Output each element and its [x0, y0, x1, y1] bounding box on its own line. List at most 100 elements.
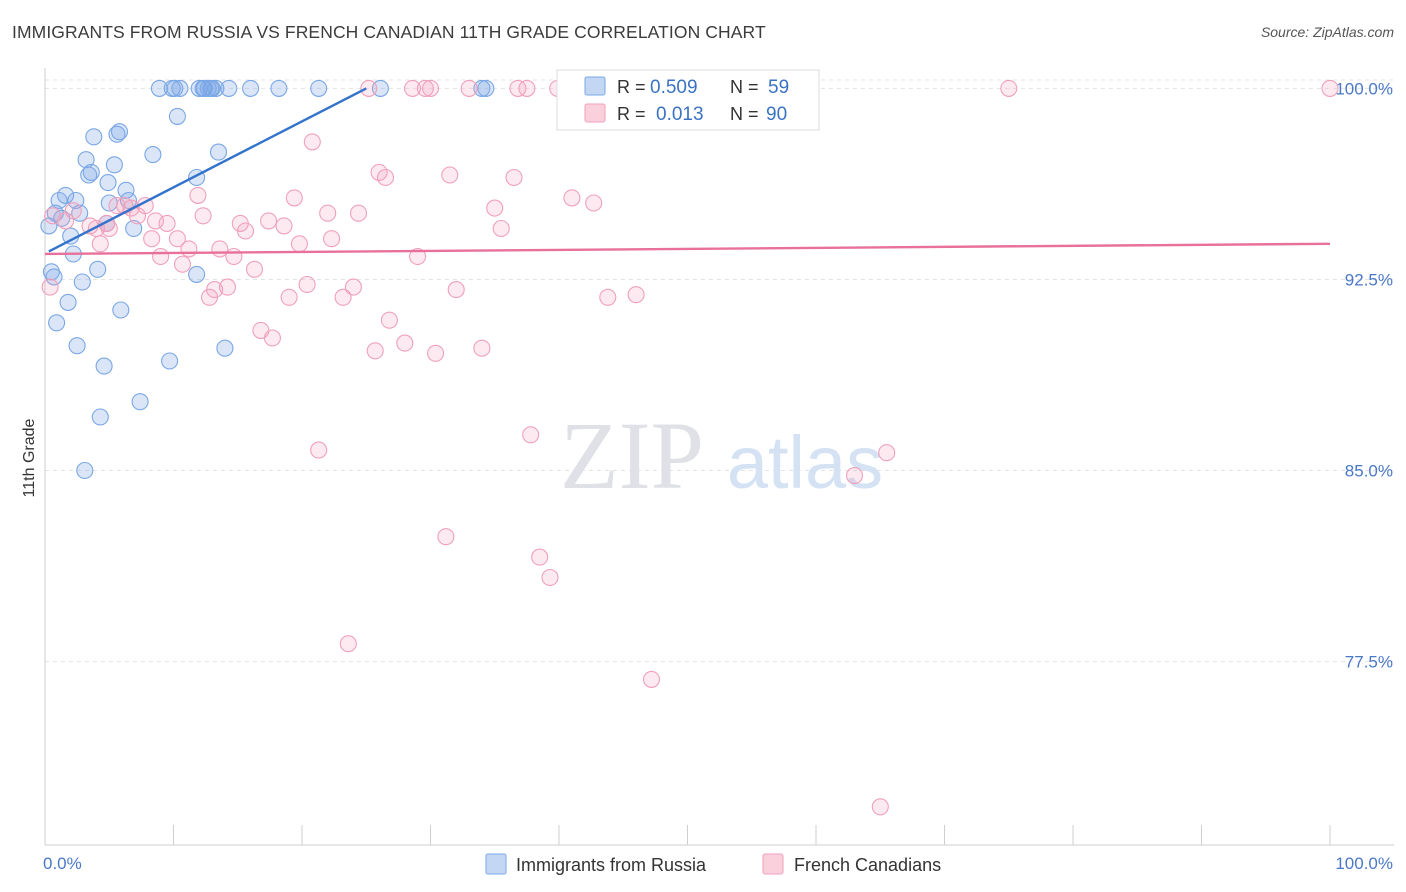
data-point	[68, 337, 86, 355]
data-point	[270, 79, 288, 97]
data-point	[477, 79, 495, 97]
data-point	[220, 79, 238, 97]
stats-box: R = 0.509 N = 59 R = 0.013 N = 90	[556, 69, 820, 131]
stats-r-label: R =	[617, 77, 646, 97]
chart-title: IMMIGRANTS FROM RUSSIA VS FRENCH CANADIA…	[12, 22, 766, 42]
data-point	[492, 219, 510, 238]
stats-n-value: 59	[768, 77, 789, 98]
data-point	[441, 166, 459, 184]
data-point	[310, 79, 328, 97]
data-point	[1000, 79, 1018, 97]
data-point	[150, 79, 168, 97]
legend-swatch-french-canadians	[762, 853, 784, 875]
data-point	[421, 79, 440, 97]
data-point	[95, 357, 113, 375]
data-point	[64, 202, 82, 220]
stats-r-value: 0.013	[656, 104, 704, 125]
data-point	[280, 288, 298, 306]
data-point	[194, 207, 212, 225]
data-point	[437, 528, 455, 546]
data-point	[67, 191, 85, 210]
data-point	[91, 235, 109, 253]
data-point	[59, 293, 77, 311]
data-point	[108, 125, 126, 143]
data-point	[80, 166, 98, 184]
data-point	[161, 352, 179, 370]
data-point	[403, 79, 422, 97]
data-point	[505, 168, 523, 187]
data-point	[366, 342, 384, 360]
grid-lines	[45, 79, 1394, 663]
data-point	[168, 107, 186, 125]
data-point	[91, 408, 109, 426]
stats-n-label: N =	[730, 77, 759, 97]
data-point	[298, 275, 316, 294]
data-point	[189, 186, 207, 204]
data-point	[41, 278, 59, 296]
stats-swatch-french-canadians	[584, 103, 606, 123]
data-point	[585, 194, 603, 212]
data-point	[845, 467, 864, 485]
data-point	[131, 393, 149, 411]
watermark: ZIP atlas	[560, 402, 883, 509]
data-point	[380, 311, 398, 329]
data-point	[349, 204, 368, 222]
data-point	[225, 247, 243, 266]
data-point	[396, 334, 414, 352]
chart-source: Source: ZipAtlas.com	[1260, 24, 1394, 40]
data-point	[209, 143, 228, 161]
data-point	[473, 339, 491, 357]
data-point	[871, 798, 889, 816]
data-point	[447, 281, 465, 299]
data-point	[216, 339, 234, 357]
data-point	[143, 230, 161, 248]
data-point	[334, 288, 352, 306]
data-point	[339, 635, 357, 653]
data-point	[105, 156, 123, 174]
data-point	[509, 79, 527, 97]
data-point	[152, 247, 170, 266]
stats-r-label: R =	[617, 104, 646, 124]
data-point	[211, 240, 229, 258]
data-point	[48, 314, 66, 332]
data-point	[188, 265, 206, 283]
trend-lines	[44, 87, 1331, 256]
axes	[44, 68, 1394, 846]
data-point	[522, 426, 540, 444]
stats-n-value: 90	[766, 104, 787, 125]
data-point	[218, 278, 237, 296]
data-point	[112, 301, 130, 319]
data-point	[236, 222, 255, 240]
data-point	[44, 207, 62, 225]
x-tick-label-end: 100.0%	[1335, 854, 1393, 873]
data-point	[599, 288, 617, 306]
trend-line-russia	[48, 87, 367, 253]
data-point	[42, 263, 60, 281]
y-tick-label: 77.5%	[1345, 653, 1393, 672]
data-point	[263, 329, 281, 347]
stats-row-russia: R = 0.509 N = 59	[584, 76, 789, 98]
data-point	[158, 214, 176, 232]
data-point	[310, 441, 328, 459]
data-point	[541, 568, 559, 587]
data-point	[203, 79, 221, 97]
data-point	[85, 128, 103, 146]
data-point	[416, 79, 434, 97]
data-point	[642, 670, 661, 688]
x-tick-label-start: 0.0%	[43, 854, 82, 873]
data-point	[323, 230, 341, 248]
data-point	[275, 217, 293, 235]
tick-labels: 100.0% 92.5% 85.0% 77.5% 0.0% 100.0%	[43, 79, 1393, 873]
data-point	[518, 79, 536, 97]
data-point	[171, 79, 189, 97]
data-point	[207, 79, 225, 97]
legend-item-french-canadians: French Canadians	[762, 853, 941, 875]
data-point	[563, 189, 581, 207]
data-point	[82, 163, 100, 181]
legend: Immigrants from Russia French Canadians	[485, 853, 941, 875]
data-point	[89, 260, 107, 278]
data-point	[117, 181, 135, 199]
stats-n-label: N =	[730, 104, 759, 124]
data-point	[344, 278, 362, 296]
